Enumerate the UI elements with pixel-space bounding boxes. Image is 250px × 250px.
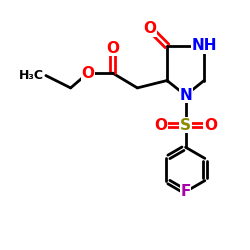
Text: N: N bbox=[179, 88, 192, 103]
Text: NH: NH bbox=[191, 38, 217, 54]
Text: O: O bbox=[204, 118, 217, 132]
Text: F: F bbox=[180, 184, 191, 199]
Text: O: O bbox=[106, 41, 119, 56]
Text: H₃C: H₃C bbox=[19, 69, 44, 82]
Text: O: O bbox=[143, 21, 156, 36]
Text: S: S bbox=[180, 118, 191, 132]
Text: O: O bbox=[82, 66, 94, 80]
Text: O: O bbox=[154, 118, 167, 132]
